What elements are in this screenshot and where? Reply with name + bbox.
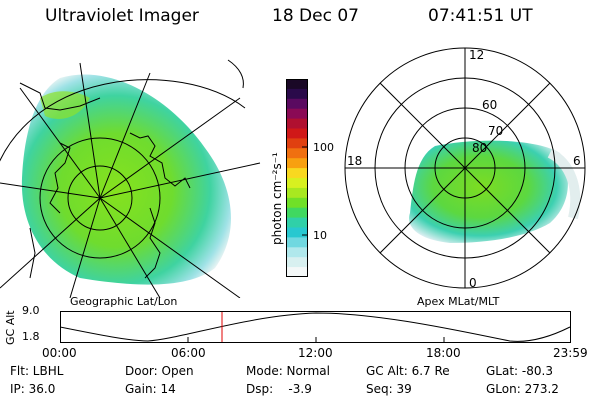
colorbar-segment — [286, 128, 308, 139]
observation-date: 18 Dec 07 — [272, 6, 359, 26]
timeline-xtick-0: 00:00 — [42, 346, 77, 360]
colorbar — [286, 79, 308, 277]
glat-value: GLat: -80.3 — [486, 364, 553, 378]
colorbar-segment — [286, 118, 308, 129]
colorbar-segment — [286, 257, 308, 268]
coastline — [19, 82, 101, 111]
filter-value: Flt: LBHL — [10, 364, 64, 378]
magnetic-polar-plot: 12 18 6 0 60 70 80 — [344, 47, 586, 290]
observation-time: 07:41:51 UT — [428, 6, 533, 26]
colorbar-segment — [286, 237, 308, 248]
geographic-map — [0, 59, 261, 298]
colorbar-segment — [286, 247, 308, 258]
gain-value: Gain: 14 — [125, 382, 176, 396]
colorbar-segment — [286, 98, 308, 110]
mlt-label-12: 12 — [469, 48, 484, 62]
mode-value: Mode: Normal — [246, 364, 330, 378]
colorbar-segment — [286, 88, 308, 100]
colorbar-segment — [286, 207, 308, 219]
mlt-label-18: 18 — [347, 154, 362, 168]
colorbar-segment — [286, 148, 308, 159]
door-status: Door: Open — [125, 364, 194, 378]
geographic-caption: Geographic Lat/Lon — [70, 295, 178, 308]
colorbar-segment — [286, 108, 308, 120]
altitude-curve — [60, 312, 571, 342]
colorbar-segment — [286, 138, 308, 149]
gc-altitude-value: GC Alt: 6.7 Re — [366, 364, 450, 378]
timeline-xtick-1: 06:00 — [171, 346, 206, 360]
sequence-value: Seq: 39 — [366, 382, 412, 396]
colorbar-segment — [286, 227, 308, 238]
colorbar-segment — [286, 178, 308, 189]
timeline-xtick-3: 18:00 — [426, 346, 461, 360]
mlt-label-6: 6 — [573, 154, 581, 168]
mlt-grid-lines — [345, 48, 585, 288]
timeline-xtick-4: 23:59 — [553, 346, 588, 360]
colorbar-unit-label: photon cm⁻²s⁻¹ — [270, 152, 284, 245]
dsp-value: Dsp: -3.9 — [246, 382, 312, 396]
glon-value: GLon: 273.2 — [486, 382, 559, 396]
ip-value: IP: 36.0 — [10, 382, 56, 396]
colorbar-segment — [286, 267, 308, 277]
timeline-ytick-low: 1.8 — [22, 330, 40, 343]
colorbar-tick-100: 100 — [313, 141, 334, 154]
orbit-altitude-plot — [60, 311, 571, 343]
colorbar-segment — [286, 217, 308, 228]
meridian-lines — [0, 62, 261, 298]
timeline-ytick-high: 9.0 — [22, 304, 40, 317]
timeline-axis-label: GC Alt — [4, 310, 17, 345]
timeline-xtick-2: 12:00 — [298, 346, 333, 360]
mlat-label-80: 80 — [472, 141, 487, 155]
mlat-label-70: 70 — [488, 124, 503, 138]
colorbar-segment — [286, 79, 308, 90]
mlat-label-60: 60 — [482, 98, 497, 112]
mlt-label-0: 0 — [469, 276, 477, 290]
instrument-title: Ultraviolet Imager — [45, 6, 199, 26]
colorbar-segment — [286, 158, 308, 169]
colorbar-tick-10: 10 — [313, 229, 327, 242]
colorbar-segment — [286, 168, 308, 179]
colorbar-segment — [286, 187, 308, 199]
magnetic-caption: Apex MLat/MLT — [417, 295, 500, 308]
colorbar-segment — [286, 197, 308, 209]
